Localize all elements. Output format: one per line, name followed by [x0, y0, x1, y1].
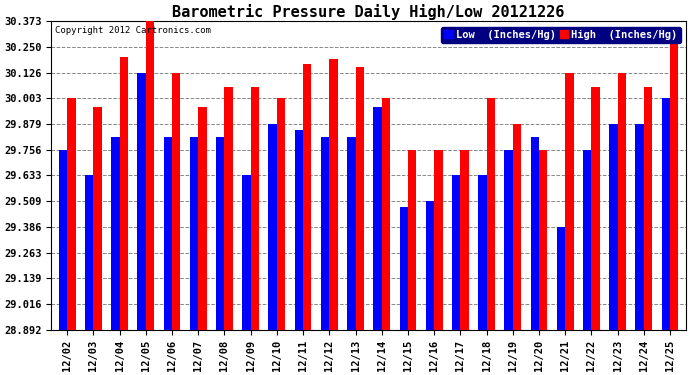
- Bar: [137, 73, 146, 330]
- Bar: [224, 87, 233, 330]
- Bar: [190, 136, 198, 330]
- Bar: [111, 136, 119, 330]
- Bar: [85, 176, 93, 330]
- Bar: [400, 207, 408, 330]
- Bar: [583, 150, 591, 330]
- Bar: [119, 57, 128, 330]
- Bar: [539, 150, 547, 330]
- Bar: [373, 107, 382, 330]
- Bar: [565, 73, 573, 330]
- Bar: [355, 67, 364, 330]
- Bar: [644, 87, 652, 330]
- Bar: [662, 98, 670, 330]
- Bar: [59, 150, 67, 330]
- Bar: [198, 107, 206, 330]
- Bar: [426, 201, 434, 330]
- Bar: [277, 98, 285, 330]
- Text: Copyright 2012 Cartronics.com: Copyright 2012 Cartronics.com: [55, 26, 210, 35]
- Bar: [609, 124, 618, 330]
- Bar: [303, 64, 311, 330]
- Bar: [242, 176, 250, 330]
- Bar: [408, 150, 416, 330]
- Bar: [618, 73, 626, 330]
- Bar: [513, 124, 521, 330]
- Bar: [635, 124, 644, 330]
- Bar: [434, 150, 442, 330]
- Bar: [321, 136, 329, 330]
- Bar: [164, 136, 172, 330]
- Bar: [382, 98, 390, 330]
- Bar: [347, 136, 355, 330]
- Bar: [216, 136, 224, 330]
- Bar: [504, 150, 513, 330]
- Bar: [557, 227, 565, 330]
- Bar: [460, 150, 469, 330]
- Bar: [670, 36, 678, 330]
- Bar: [172, 73, 180, 330]
- Title: Barometric Pressure Daily High/Low 20121226: Barometric Pressure Daily High/Low 20121…: [172, 4, 565, 20]
- Bar: [250, 87, 259, 330]
- Bar: [452, 176, 460, 330]
- Bar: [295, 130, 303, 330]
- Bar: [591, 87, 600, 330]
- Bar: [93, 107, 101, 330]
- Bar: [486, 98, 495, 330]
- Bar: [531, 136, 539, 330]
- Bar: [268, 124, 277, 330]
- Bar: [478, 176, 486, 330]
- Legend: Low  (Inches/Hg), High  (Inches/Hg): Low (Inches/Hg), High (Inches/Hg): [441, 27, 680, 43]
- Bar: [329, 60, 337, 330]
- Bar: [67, 98, 75, 330]
- Bar: [146, 21, 154, 330]
